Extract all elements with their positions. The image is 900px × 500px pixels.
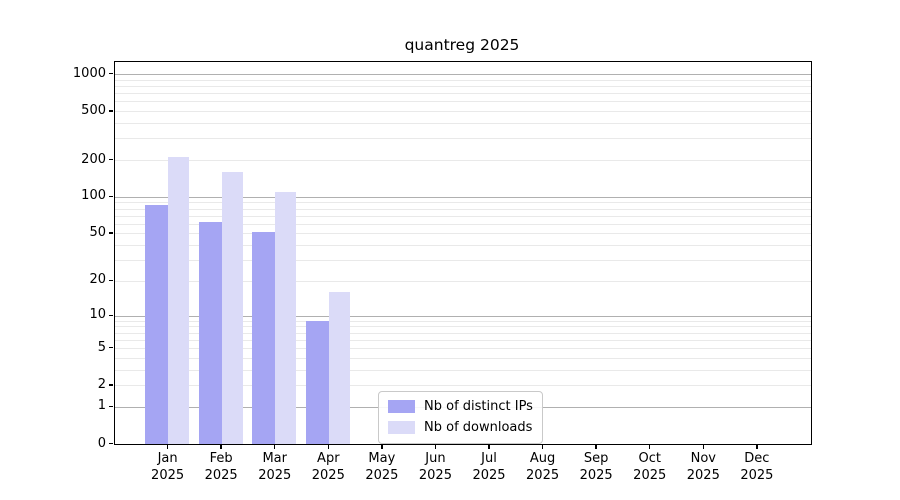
legend-label: Nb of downloads [424,420,533,435]
gridline-major-1000 [115,74,811,76]
y-tick-label-1000: 1000 [72,65,106,81]
x-tick-label-mar-2025: Mar 2025 [258,451,292,483]
y-tick-label-1: 1 [97,398,106,414]
gridline-minor-7 [115,332,811,334]
y-tick-label-20: 20 [89,272,106,288]
bar-nb-of-downloads-jan-2025 [168,157,190,444]
gridline-minor-9 [115,320,811,322]
y-tick-mark-50 [109,232,113,234]
legend-swatch-distinct-ips [388,400,415,413]
y-tick-mark-500 [109,110,113,112]
gridline-minor-300 [115,138,811,140]
gridline-minor-400 [115,123,811,125]
x-tick-label-dec-2025: Dec 2025 [740,451,774,483]
x-tick-label-aug-2025: Aug 2025 [526,451,560,483]
x-tick-label-jul-2025: Jul 2025 [472,451,506,483]
x-tick-label-may-2025: May 2025 [365,451,399,483]
gridline-minor-500 [115,111,811,113]
x-tick-label-jun-2025: Jun 2025 [418,451,452,483]
x-tick-mark-feb-2025 [220,444,222,449]
x-tick-mark-sep-2025 [595,444,597,449]
gridline-minor-20 [115,280,811,282]
y-tick-label-0: 0 [97,435,106,451]
y-tick-mark-10 [109,314,113,316]
x-tick-mark-apr-2025 [327,444,329,449]
chart-title: quantreg 2025 [404,36,520,54]
y-tick-mark-5 [109,347,113,349]
y-tick-mark-1000 [109,73,113,75]
x-tick-mark-mar-2025 [274,444,276,449]
bar-nb-of-distinct-ips-jan-2025 [145,204,169,444]
gridline-minor-4 [115,357,811,359]
gridline-minor-70 [115,215,811,217]
x-tick-mark-nov-2025 [702,444,704,449]
gridline-minor-40 [115,245,811,247]
y-tick-label-100: 100 [81,188,106,204]
x-tick-mark-jan-2025 [166,444,169,449]
gridline-minor-8 [115,326,811,328]
y-tick-mark-0 [109,443,113,445]
bar-nb-of-downloads-feb-2025 [221,171,243,444]
y-tick-label-50: 50 [89,224,106,240]
x-tick-mark-may-2025 [381,444,383,449]
x-tick-label-jan-2025: Jan 2025 [151,451,185,483]
gridline-minor-6 [115,339,811,341]
y-tick-mark-1 [109,405,113,408]
x-tick-mark-oct-2025 [649,444,651,449]
gridline-minor-600 [115,101,811,103]
y-tick-label-2: 2 [97,376,106,392]
gridline-minor-200 [115,160,811,162]
bar-nb-of-downloads-apr-2025 [328,292,350,444]
bar-nb-of-distinct-ips-apr-2025 [305,320,329,444]
gridline-minor-50 [115,233,811,235]
legend-label: Nb of distinct IPs [424,399,533,414]
gridline-minor-800 [115,85,811,87]
y-tick-mark-2 [109,384,113,386]
bar-nb-of-distinct-ips-mar-2025 [252,232,276,444]
y-tick-mark-100 [109,195,113,198]
gridline-major-100 [115,196,811,198]
gridline-major-10 [115,315,811,317]
legend: Nb of distinct IPs Nb of downloads [378,391,543,444]
y-tick-label-5: 5 [97,339,106,355]
x-tick-label-nov-2025: Nov 2025 [686,451,720,483]
y-tick-label-10: 10 [89,307,106,323]
legend-item: Nb of distinct IPs [388,399,533,414]
x-tick-label-sep-2025: Sep 2025 [579,451,613,483]
y-tick-label-500: 500 [81,102,106,118]
gridline-minor-60 [115,223,811,225]
x-tick-mark-jun-2025 [434,444,437,449]
y-tick-mark-20 [109,279,113,282]
legend-item: Nb of downloads [388,420,533,435]
x-tick-mark-dec-2025 [756,444,758,449]
x-tick-mark-jul-2025 [488,444,490,449]
gridline-minor-3 [115,369,811,371]
gridline-minor-700 [115,93,811,95]
gridline-minor-5 [115,348,811,350]
plot-area [114,61,812,445]
gridline-minor-900 [115,79,811,81]
x-tick-label-apr-2025: Apr 2025 [311,451,345,483]
gridline-minor-80 [115,208,811,210]
gridline-minor-30 [115,260,811,262]
x-tick-label-feb-2025: Feb 2025 [204,451,238,483]
legend-swatch-downloads [388,421,415,434]
y-tick-label-200: 200 [81,151,106,167]
x-tick-mark-aug-2025 [541,444,544,449]
bar-nb-of-downloads-mar-2025 [275,191,297,444]
gridline-minor-2 [115,385,811,387]
y-tick-mark-200 [109,159,113,161]
x-tick-label-oct-2025: Oct 2025 [633,451,667,483]
gridline-minor-90 [115,202,811,204]
bar-nb-of-distinct-ips-feb-2025 [198,222,222,444]
